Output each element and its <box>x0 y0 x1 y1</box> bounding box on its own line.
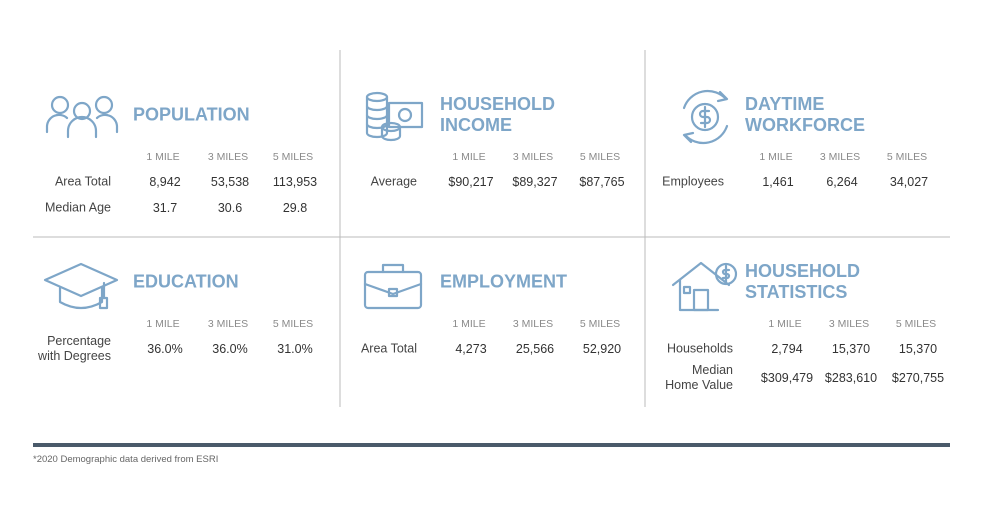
panel-title: POPULATION <box>133 104 250 125</box>
panel-title: HOUSEHOLD INCOME <box>440 94 556 135</box>
column-header: 1 MILE <box>452 151 486 163</box>
cell-value: $89,327 <box>512 175 558 189</box>
cell-value: 1,461 <box>762 175 794 189</box>
column-header: 1 MILE <box>452 318 486 330</box>
cell-value: 53,538 <box>210 175 250 189</box>
footnote: *2020 Demographic data derived from ESRI <box>33 454 219 465</box>
panel-title: HOUSEHOLD STATISTICS <box>745 261 861 302</box>
column-header: 5 MILES <box>895 318 937 330</box>
row-label: Average <box>370 174 417 189</box>
cell-value: 29.8 <box>282 201 308 215</box>
cell-value: 31.7 <box>152 201 178 215</box>
cell-value: $309,479 <box>760 371 814 385</box>
column-header: 5 MILES <box>272 151 314 163</box>
panel-title: EDUCATION <box>133 271 239 292</box>
cell-value: 36.0% <box>212 342 248 356</box>
row-label: Percentage with Degrees <box>38 334 111 363</box>
row-label: Area Total <box>360 341 417 356</box>
row-label: Area Total <box>54 174 111 189</box>
cell-value: 31.0% <box>277 342 313 356</box>
column-header: 1 MILE <box>768 318 802 330</box>
row-label: Median Age <box>44 200 111 215</box>
cell-value: 36.0% <box>147 342 183 356</box>
column-header: 3 MILES <box>207 151 249 163</box>
row-label: Households <box>666 341 733 356</box>
panel-title: EMPLOYMENT <box>440 271 568 292</box>
cell-value: $270,755 <box>891 371 945 385</box>
cell-value: 2,794 <box>771 342 803 356</box>
cell-value: 30.6 <box>217 201 243 215</box>
column-header: 3 MILES <box>819 151 861 163</box>
cell-value: 15,370 <box>898 342 938 356</box>
cell-value: $87,765 <box>579 175 625 189</box>
column-header: 1 MILE <box>759 151 793 163</box>
cell-value: 8,942 <box>149 175 181 189</box>
column-header: 3 MILES <box>207 318 249 330</box>
cell-value: 52,920 <box>582 342 622 356</box>
cell-value: 4,273 <box>455 342 487 356</box>
column-header: 3 MILES <box>512 318 554 330</box>
cell-value: $283,610 <box>824 371 878 385</box>
cell-value: 25,566 <box>515 342 555 356</box>
population-icon <box>45 95 119 139</box>
column-header: 5 MILES <box>886 151 928 163</box>
panel-title: DAYTIME WORKFORCE <box>745 94 865 135</box>
column-header: 5 MILES <box>579 151 621 163</box>
column-header: 5 MILES <box>272 318 314 330</box>
column-header: 1 MILE <box>146 151 180 163</box>
column-header: 1 MILE <box>146 318 180 330</box>
cell-value: 6,264 <box>826 175 858 189</box>
column-header: 3 MILES <box>828 318 870 330</box>
cell-value: 15,370 <box>831 342 871 356</box>
footer-bar <box>33 443 950 447</box>
row-label: Employees <box>662 174 724 189</box>
column-header: 5 MILES <box>579 318 621 330</box>
income-icon <box>365 91 424 142</box>
workforce-icon <box>682 89 729 145</box>
house-icon <box>671 261 738 312</box>
cell-value: $90,217 <box>448 175 494 189</box>
column-header: 3 MILES <box>512 151 554 163</box>
education-icon <box>43 262 119 310</box>
cell-value: 34,027 <box>889 175 929 189</box>
cell-value: 113,953 <box>272 175 318 189</box>
row-label: Median Home Value <box>665 363 733 392</box>
employment-icon <box>363 263 423 310</box>
